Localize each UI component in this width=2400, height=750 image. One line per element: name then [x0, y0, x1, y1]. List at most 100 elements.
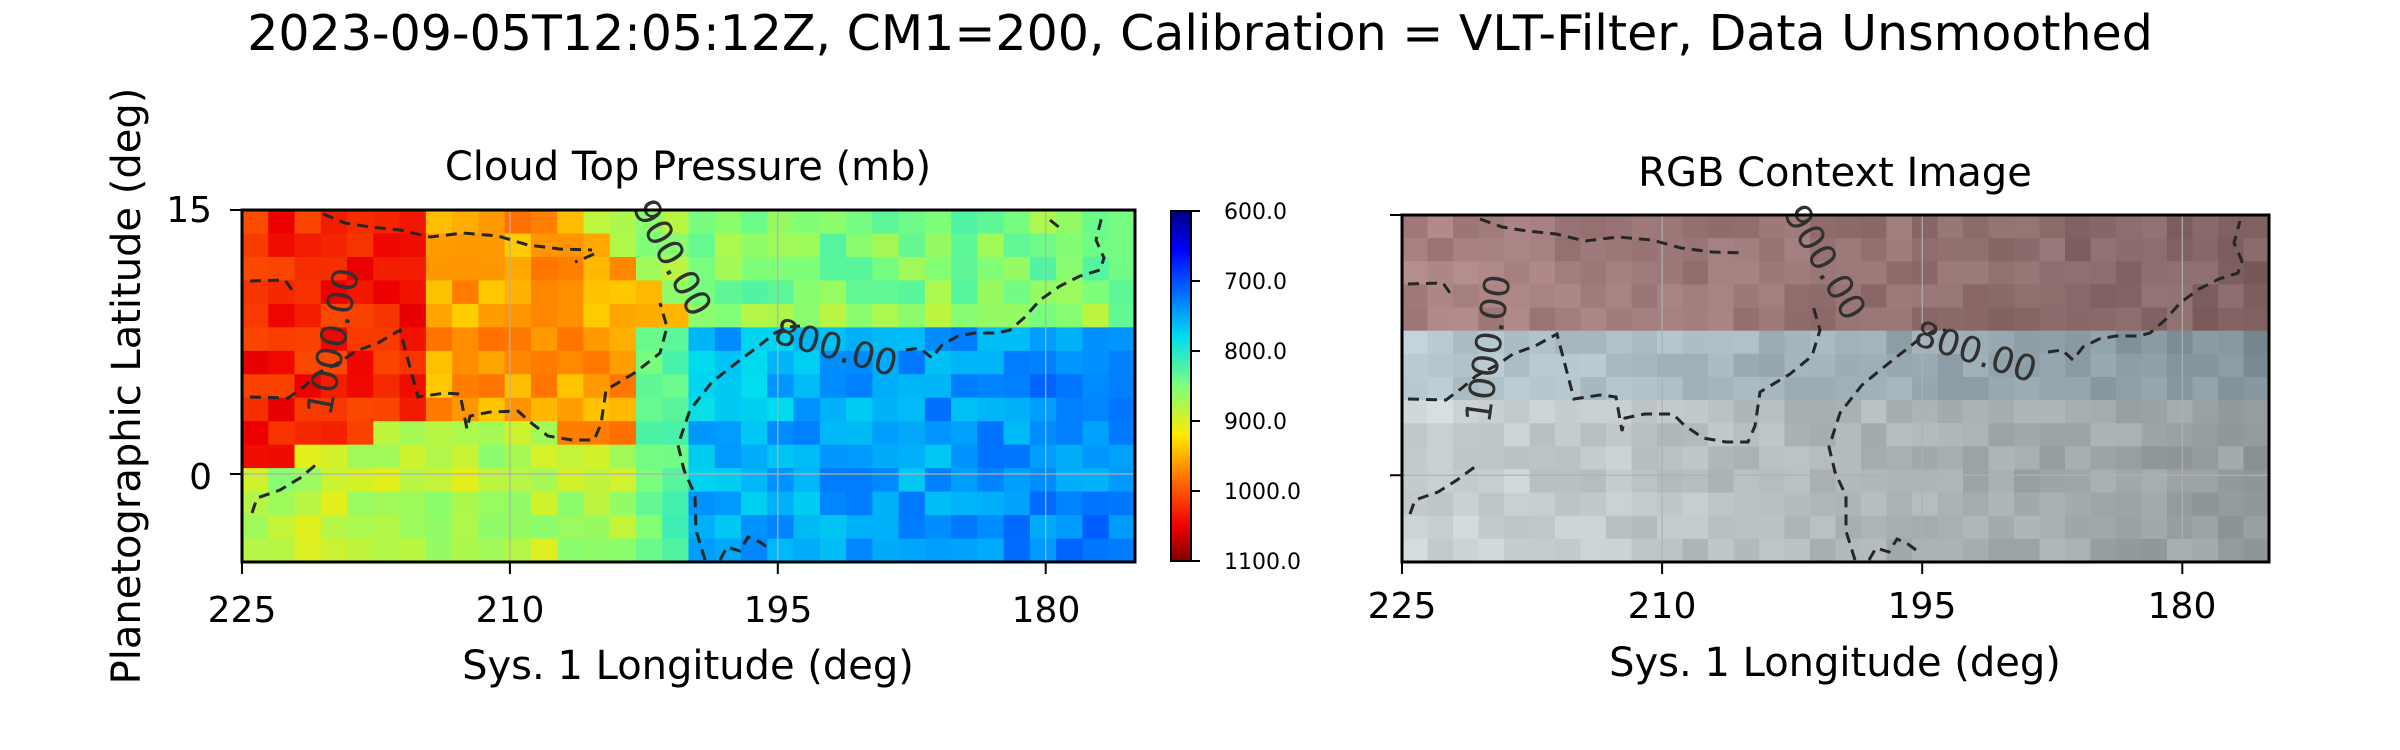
pressure-cell: [609, 327, 637, 352]
pressure-cell: [504, 491, 532, 516]
rgb-cell: [2065, 238, 2092, 262]
pressure-cell: [1029, 350, 1057, 375]
rgb-cell: [1886, 284, 1913, 309]
pressure-cell: [347, 515, 374, 540]
rgb-cell: [1682, 330, 1709, 355]
pressure-cell: [373, 468, 401, 493]
rgb-cell: [1810, 353, 1837, 378]
pressure-cell: [583, 397, 611, 422]
pressure-cell: [1003, 374, 1031, 399]
pressure-cell: [688, 327, 716, 352]
pressure-cell: [924, 233, 952, 258]
rgb-cell: [1861, 307, 1888, 332]
pressure-cell: [242, 210, 269, 235]
rgb-cell: [1988, 330, 2015, 355]
pressure-cell: [635, 397, 663, 422]
rgb-cell: [1963, 446, 1990, 471]
rgb-cell: [1988, 376, 2015, 401]
pressure-cell: [609, 515, 637, 540]
rgb-cell: [1682, 423, 1709, 447]
pressure-cell: [1003, 350, 1031, 375]
rgb-cell: [2218, 469, 2245, 494]
rgb-cell: [2065, 307, 2092, 332]
rgb-cell: [2192, 400, 2219, 424]
pressure-cell: [635, 421, 663, 446]
pressure-cell: [793, 397, 821, 422]
rgb-cell: [2065, 469, 2092, 494]
rgb-cell: [1988, 492, 2015, 517]
rgb-cell: [1657, 423, 1684, 447]
pressure-cell: [767, 233, 795, 258]
pressure-cell: [1003, 538, 1031, 562]
rgb-contour-900-north: [1479, 217, 1746, 255]
rgb-cell: [1504, 284, 1531, 309]
pressure-cell: [819, 421, 847, 446]
rgb-cell: [1912, 238, 1939, 262]
pressure-cell: [452, 256, 479, 281]
pressure-cell: [530, 374, 558, 399]
rgb-cell: [1733, 492, 1760, 517]
pressure-cell: [1082, 210, 1110, 235]
pressure-cell: [793, 256, 821, 281]
rgb-cell: [1606, 215, 1633, 239]
pressure-cell: [1003, 421, 1031, 446]
pressure-cell: [1056, 374, 1084, 399]
pressure-cell: [688, 374, 716, 399]
rgb-cell: [1708, 469, 1735, 494]
pressure-cell: [635, 210, 663, 235]
rgb-cell: [2014, 515, 2041, 540]
rgb-cell: [1631, 376, 1658, 401]
rgb-cell: [1759, 492, 1786, 517]
rgb-cell: [1937, 446, 1964, 471]
pressure-cell: [793, 491, 821, 516]
rgb-cell: [2039, 353, 2066, 378]
pressure-cell: [688, 350, 716, 375]
pressure-cell: [741, 491, 768, 516]
rgb-cell: [1682, 446, 1709, 471]
pressure-cell: [688, 444, 716, 469]
pressure-cell: [819, 515, 847, 540]
rgb-cell: [1631, 446, 1658, 471]
rgb-cell: [2039, 238, 2066, 262]
rgb-cell: [1504, 353, 1531, 378]
rgb-cell: [1733, 469, 1760, 494]
rgb-cell: [1606, 515, 1633, 540]
rgb-cell: [2116, 261, 2143, 285]
pressure-cell: [452, 468, 479, 493]
rgb-cell: [1835, 446, 1862, 471]
pressure-cell: [977, 280, 1005, 305]
rgb-cell: [2218, 261, 2245, 285]
x-tick-195-right: 195: [1888, 586, 1957, 627]
rgb-cell: [2014, 284, 2041, 309]
x-tick-195-left: 195: [744, 590, 813, 631]
rgb-cell: [1784, 469, 1811, 494]
rgb-cell: [1657, 492, 1684, 517]
pressure-cell: [1082, 491, 1110, 516]
pressure-cell: [425, 256, 453, 281]
pressure-cell: [504, 444, 532, 469]
rgb-cell: [1555, 238, 1582, 262]
pressure-cell: [898, 303, 926, 328]
pressure-cell: [583, 327, 611, 352]
rgb-cell: [1478, 376, 1505, 401]
rgb-cell: [1708, 307, 1735, 332]
rgb-cell: [2014, 400, 2041, 424]
contour-1000-north: [249, 278, 294, 291]
pressure-cell: [294, 421, 322, 446]
rgb-cell: [2014, 215, 2041, 239]
rgb-cell: [1861, 330, 1888, 355]
pressure-cell: [1056, 350, 1084, 375]
pressure-cell: [714, 210, 742, 235]
pressure-cell: [1029, 374, 1057, 399]
rgb-cell: [2218, 238, 2245, 262]
pressure-cell: [819, 233, 847, 258]
pressure-cell: [373, 280, 401, 305]
pressure-cell: [478, 515, 506, 540]
rgb-cell: [1529, 215, 1556, 239]
pressure-cell: [635, 256, 663, 281]
rgb-cell: [1427, 261, 1454, 285]
rgb-cell: [1835, 515, 1862, 540]
rgb-cell: [1759, 376, 1786, 401]
rgb-cell: [2167, 307, 2194, 332]
rgb-cell: [1733, 538, 1760, 562]
